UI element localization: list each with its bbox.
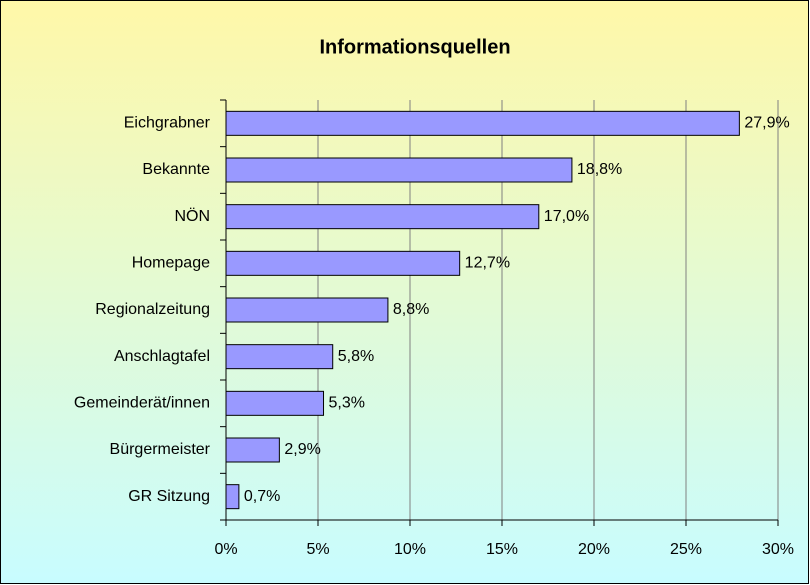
bar — [225, 344, 334, 370]
x-tick-label: 10% — [394, 541, 426, 558]
bar — [225, 250, 461, 276]
data-label: 18,8% — [577, 161, 622, 178]
bar — [225, 484, 240, 510]
data-label: 0,7% — [244, 488, 280, 505]
x-tick-label: 5% — [306, 541, 329, 558]
x-tick-label: 30% — [762, 541, 794, 558]
x-tick-label: 15% — [486, 541, 518, 558]
y-tick-label: Bekannte — [142, 161, 210, 178]
bar — [225, 437, 280, 463]
y-tick-label: GR Sitzung — [128, 488, 210, 505]
y-tick-label: NÖN — [174, 207, 210, 225]
data-label: 27,9% — [744, 115, 789, 132]
x-tick-label: 0% — [214, 541, 237, 558]
data-label: 5,3% — [329, 395, 365, 412]
y-tick-label: Anschlagtafel — [114, 348, 210, 365]
data-label: 2,9% — [284, 441, 320, 458]
bar — [225, 110, 740, 136]
bar — [225, 390, 325, 416]
y-tick-label: Homepage — [132, 255, 210, 272]
data-label: 8,8% — [393, 301, 429, 318]
y-tick-label: Eichgrabner — [124, 115, 211, 132]
bar — [225, 297, 389, 323]
data-label: 12,7% — [465, 255, 510, 272]
y-tick-label: Regionalzeitung — [95, 301, 210, 318]
x-tick-label: 20% — [578, 541, 610, 558]
bar — [225, 157, 573, 183]
chart-title: Informationsquellen — [319, 36, 510, 58]
data-label: 5,8% — [338, 348, 374, 365]
x-tick-label: 25% — [670, 541, 702, 558]
data-label: 17,0% — [544, 208, 589, 225]
y-tick-label: Bürgermeister — [110, 441, 211, 458]
y-tick-label: Gemeinderät/innen — [74, 395, 210, 412]
bar — [225, 204, 540, 230]
